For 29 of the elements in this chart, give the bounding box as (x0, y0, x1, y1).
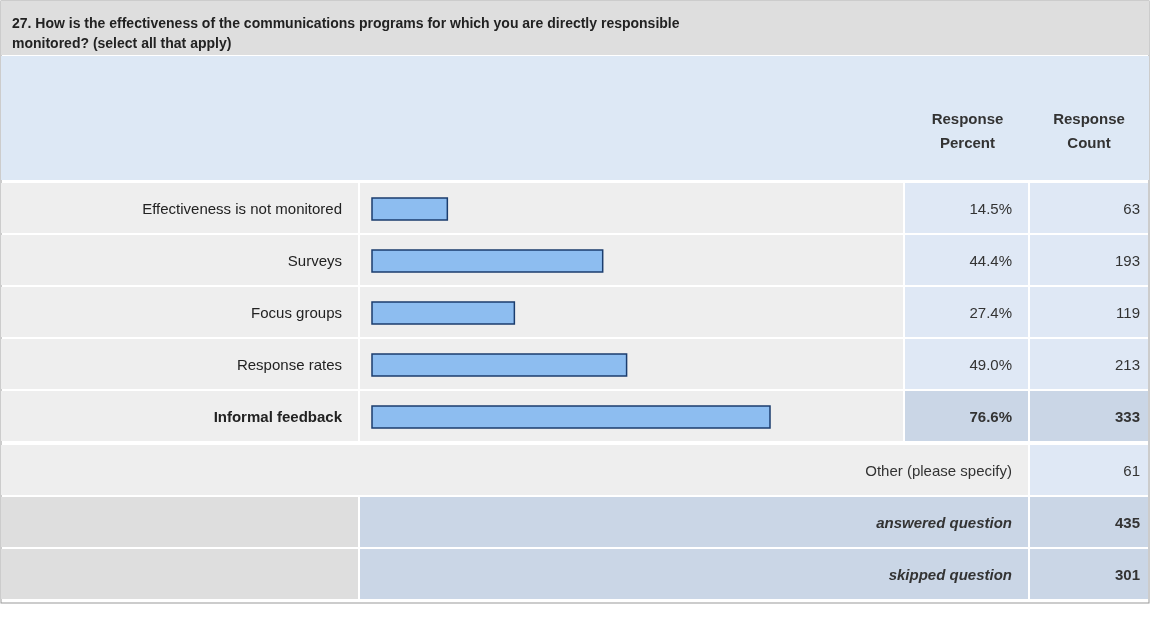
bar (371, 405, 771, 429)
bar (371, 249, 604, 273)
chart-title: 27. How is the effectiveness of the communications programs for which you are directly responsible monitored? (select all that apply) (12, 15, 680, 51)
bar (371, 197, 449, 221)
text: 435 (1114, 514, 1140, 531)
text: 301 (1114, 566, 1140, 583)
data-label: 27.4% (969, 304, 1012, 321)
data-label: 49.0% (969, 356, 1012, 373)
text: 213 (1114, 356, 1140, 373)
text: answered question (876, 514, 1012, 531)
text: 119 (1116, 304, 1140, 321)
text: Response Percent (931, 110, 1004, 151)
data-label: 14.5% (969, 200, 1012, 217)
text: 333 (1114, 408, 1140, 425)
y-tick-label: Focus groups (251, 304, 342, 321)
bar (371, 301, 516, 325)
text: Response Count (1053, 110, 1125, 151)
text: 193 (1114, 252, 1140, 269)
text: skipped question (888, 566, 1012, 583)
data-label: 76.6% (969, 408, 1012, 425)
data-label: 44.4% (969, 252, 1012, 269)
text: Other (please specify) (865, 462, 1012, 479)
bar (371, 353, 628, 377)
y-tick-label: Informal feedback (213, 408, 343, 425)
y-tick-label: Response rates (236, 356, 342, 373)
text: 61 (1123, 462, 1140, 479)
y-tick-label: Surveys (287, 252, 342, 269)
text: 63 (1123, 200, 1140, 217)
y-tick-label: Effectiveness is not monitored (142, 200, 342, 217)
